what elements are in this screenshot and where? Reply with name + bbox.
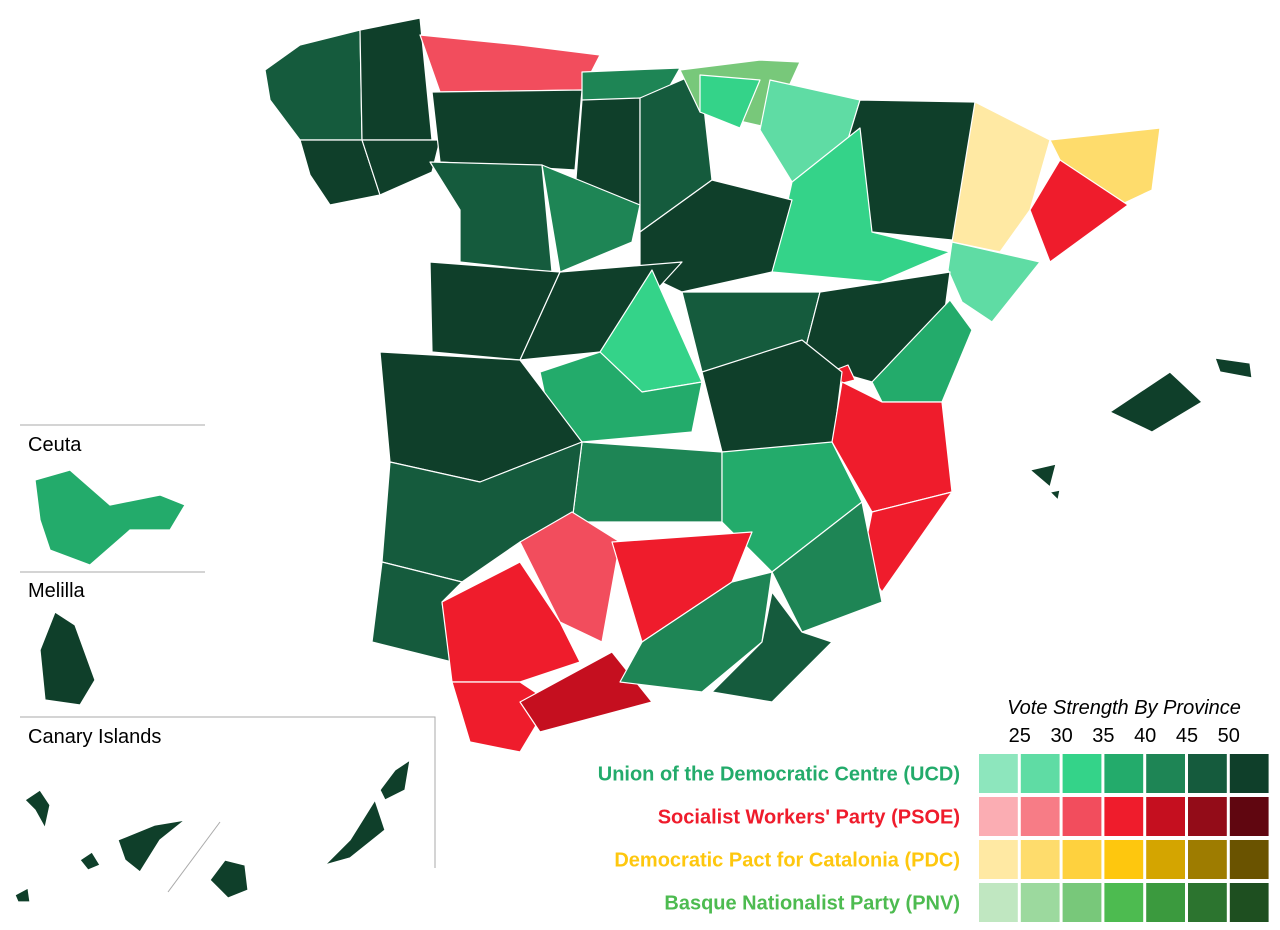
province <box>947 241 1041 323</box>
scale-label: 45 <box>1176 725 1198 747</box>
swatch <box>1020 883 1060 922</box>
province <box>209 859 249 899</box>
legend: 25 30 35 40 45 50 Union of the Democratic Cent… <box>598 725 1269 922</box>
swatch <box>1020 797 1060 836</box>
swatch <box>1104 754 1144 793</box>
province <box>419 34 601 93</box>
inset-label: Ceuta <box>28 434 82 456</box>
swatch <box>1146 840 1185 879</box>
inset-label: Melilla <box>28 580 86 602</box>
province <box>1029 463 1057 488</box>
province <box>324 799 386 866</box>
inset-border <box>20 716 436 868</box>
swatch <box>1062 797 1102 836</box>
inset-label: Canary Islands <box>28 726 161 748</box>
province <box>117 819 186 873</box>
scale-label: 30 <box>1050 725 1072 747</box>
swatch <box>1062 883 1102 922</box>
province <box>711 591 833 703</box>
swatch <box>979 883 1018 922</box>
province <box>1029 159 1129 263</box>
inset-divider <box>167 821 221 893</box>
province <box>79 851 101 871</box>
swatch <box>1062 840 1102 879</box>
swatch <box>1020 840 1060 879</box>
swatch <box>1146 883 1185 922</box>
province <box>361 139 441 196</box>
party-name: Union of the Democratic Centre (UCD) <box>598 764 960 786</box>
province <box>1049 127 1161 206</box>
swatch <box>1146 797 1185 836</box>
swatch <box>1104 840 1144 879</box>
province <box>519 511 621 643</box>
legend-title: Vote Strength By Province <box>1007 697 1241 719</box>
swatch <box>1146 754 1185 793</box>
swatch <box>1062 754 1102 793</box>
province <box>264 29 363 141</box>
swatch <box>979 840 1018 879</box>
party-name: Socialist Workers' Party (PSOE) <box>658 807 960 829</box>
province <box>951 101 1051 253</box>
swatch <box>979 754 1018 793</box>
party-name: Democratic Pact for Catalonia (PDC) <box>614 850 960 872</box>
swatch <box>1020 754 1060 793</box>
province <box>14 887 31 903</box>
swatch <box>1188 797 1227 836</box>
scale-label: 50 <box>1218 725 1240 747</box>
swatch <box>1188 883 1227 922</box>
province <box>541 164 641 273</box>
swatch <box>1229 840 1269 879</box>
swatch <box>1104 797 1144 836</box>
province <box>699 74 761 129</box>
scale-label: 35 <box>1092 725 1114 747</box>
swatch <box>1188 840 1227 879</box>
province <box>379 759 411 801</box>
swatch <box>1104 883 1144 922</box>
province <box>24 789 51 829</box>
scale-label: 25 <box>1009 725 1031 747</box>
swatch <box>1188 754 1227 793</box>
province <box>39 611 96 706</box>
province <box>1109 371 1203 433</box>
provinces <box>14 17 1253 903</box>
province <box>1049 489 1061 501</box>
party-name: Basque Nationalist Party (PNV) <box>664 893 960 915</box>
province <box>1214 357 1253 379</box>
province <box>771 501 883 633</box>
swatch <box>1229 754 1269 793</box>
province <box>34 469 186 566</box>
province <box>299 139 381 206</box>
province <box>519 651 653 733</box>
swatch <box>1229 883 1269 922</box>
swatch <box>979 797 1018 836</box>
province <box>571 441 723 523</box>
province <box>429 161 553 273</box>
scale-label: 40 <box>1134 725 1156 747</box>
swatch <box>1229 797 1269 836</box>
province <box>431 89 583 171</box>
